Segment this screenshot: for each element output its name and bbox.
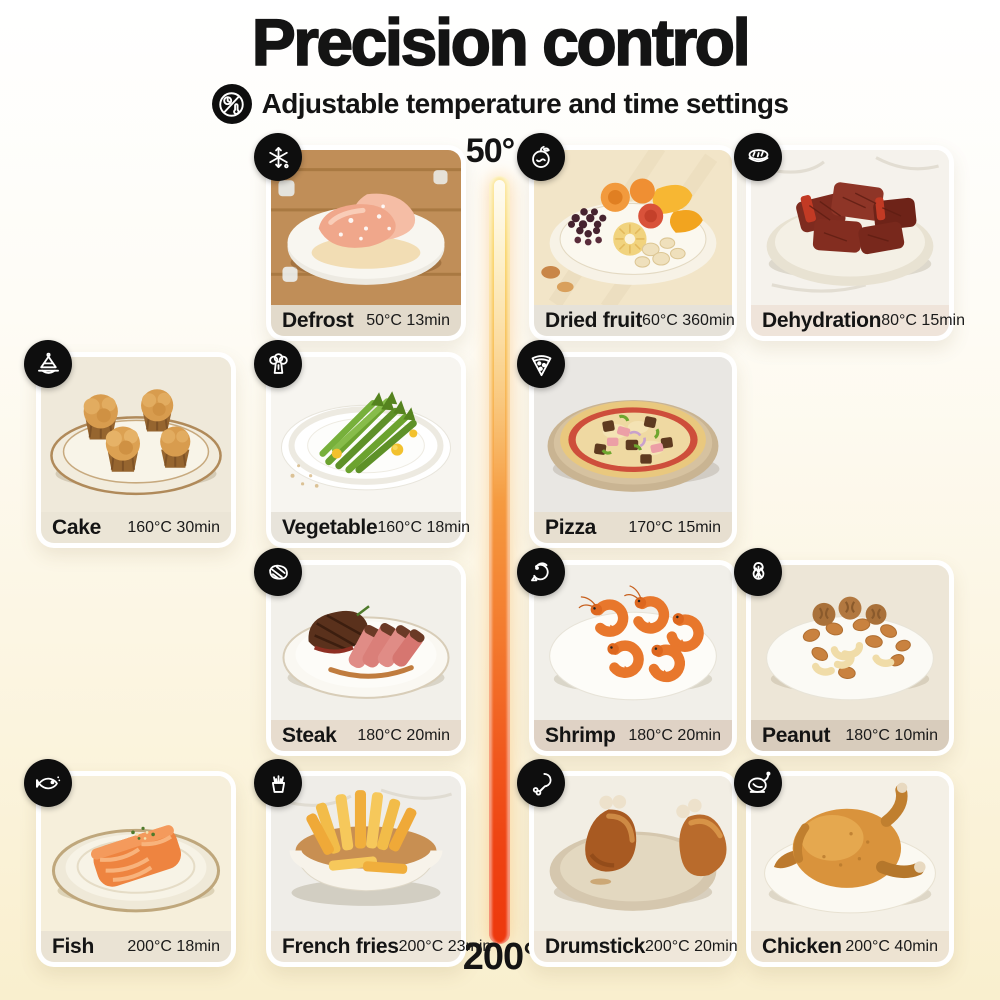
time-temperature-icon (211, 84, 252, 124)
card-footer: Dehydration 80°C 15min (751, 305, 965, 336)
card-badge (24, 759, 72, 807)
food-photo-drumstick (534, 776, 732, 931)
fish-icon (35, 770, 62, 797)
food-card-french-fries: French fries 200°C 23min (254, 759, 491, 967)
steak-icon (265, 559, 292, 586)
card-label: Dried fruit (545, 308, 643, 332)
fries-icon (265, 770, 292, 797)
card-label: Peanut (762, 723, 831, 747)
scale-label-50: 50° (465, 132, 515, 170)
card-badge (517, 548, 565, 596)
page-subtitle: Adjustable temperature and time settings (261, 88, 789, 119)
card-footer: Pizza 170°C 15min (534, 512, 732, 543)
card-label: Defrost (282, 308, 354, 332)
food-photo-dehydration (751, 150, 949, 305)
food-photo-peanut (751, 565, 949, 720)
food-photo-steak (271, 565, 461, 720)
card-label: Vegetable (282, 515, 378, 539)
card-footer: Steak 180°C 20min (271, 720, 461, 751)
food-photo-vegetable (271, 357, 461, 512)
card-label: French fries (282, 934, 399, 958)
card-badge (517, 133, 565, 181)
chicken-icon (745, 770, 772, 797)
card-footer: Defrost 50°C 13min (271, 305, 461, 336)
food-photo-fish (41, 776, 231, 931)
card-badge (734, 759, 782, 807)
card-badge (734, 548, 782, 596)
card-footer: Cake 160°C 30min (41, 512, 231, 543)
food-photo-chicken (751, 776, 949, 931)
food-card-dried-fruit: Dried fruit 60°C 360min (517, 133, 737, 341)
scale-label-200: 200° (462, 936, 539, 978)
food-photo-shrimp (534, 565, 732, 720)
card-label: Steak (282, 723, 337, 747)
card-temp-time: 200°C 23min (398, 937, 492, 955)
card-temp-time: 160°C 18min (377, 518, 471, 536)
card-footer: Shrimp 180°C 20min (534, 720, 732, 751)
card-temp-time: 180°C 20min (628, 726, 721, 744)
food-card-cake: Cake 160°C 30min (24, 340, 236, 548)
food-card-vegetable: Vegetable 160°C 18min (254, 340, 470, 548)
card-badge (254, 340, 302, 388)
card-temp-time: 160°C 30min (127, 518, 220, 536)
food-card-steak: Steak 180°C 20min (254, 548, 466, 756)
card-temp-time: 200°C 40min (845, 937, 938, 955)
food-photo-defrost (271, 150, 461, 305)
food-card-peanut: Peanut 180°C 10min (734, 548, 954, 756)
card-temp-time: 50°C 13min (366, 311, 450, 329)
card-label: Fish (52, 934, 94, 958)
card-label: Drumstick (545, 934, 646, 958)
card-label: Cake (52, 515, 102, 539)
dried-fruit-icon (528, 144, 555, 171)
card-temp-time: 200°C 20min (645, 937, 738, 955)
food-card-pizza: Pizza 170°C 15min (517, 340, 737, 548)
card-temp-time: 170°C 15min (628, 518, 721, 536)
jerky-icon (745, 144, 772, 171)
peanut-icon (745, 559, 772, 586)
food-card-fish: Fish 200°C 18min (24, 759, 236, 967)
food-card-chicken: Chicken 200°C 40min (734, 759, 954, 967)
card-badge (254, 133, 302, 181)
card-footer: Vegetable 160°C 18min (271, 512, 470, 543)
shrimp-icon (528, 559, 555, 586)
card-label: Pizza (545, 515, 597, 539)
food-photo-dried-fruit (534, 150, 732, 305)
card-temp-time: 180°C 10min (845, 726, 938, 744)
card-temp-time: 180°C 20min (357, 726, 450, 744)
cake-icon (35, 351, 62, 378)
card-temp-time: 200°C 18min (127, 937, 220, 955)
page-title: Precision control (251, 4, 752, 80)
card-badge (734, 133, 782, 181)
card-temp-time: 60°C 360min (642, 311, 735, 329)
food-photo-cake (41, 357, 231, 512)
card-badge (254, 548, 302, 596)
pizza-icon (528, 351, 555, 378)
card-footer: Dried fruit 60°C 360min (534, 305, 735, 336)
food-card-defrost: Defrost 50°C 13min (254, 133, 466, 341)
card-footer: Peanut 180°C 10min (751, 720, 949, 751)
food-card-drumstick: Drumstick 200°C 20min (517, 759, 738, 967)
card-badge (254, 759, 302, 807)
broccoli-icon (265, 351, 292, 378)
card-temp-time: 80°C 15min (881, 311, 965, 329)
food-photo-pizza (534, 357, 732, 512)
drumstick-icon (528, 770, 555, 797)
food-photo-french-fries (271, 776, 461, 931)
card-badge (517, 759, 565, 807)
card-badge (24, 340, 72, 388)
card-badge (517, 340, 565, 388)
card-label: Chicken (762, 934, 842, 958)
subtitle-row: Adjustable temperature and time settings (0, 84, 1000, 124)
card-footer: Fish 200°C 18min (41, 931, 231, 962)
card-label: Dehydration (762, 308, 882, 332)
card-footer: French fries 200°C 23min (271, 931, 491, 962)
food-card-dehydration: Dehydration 80°C 15min (734, 133, 965, 341)
temperature-gradient-bar (489, 176, 510, 944)
card-label: Shrimp (545, 723, 616, 747)
snowflake-icon (265, 144, 292, 171)
card-footer: Chicken 200°C 40min (751, 931, 949, 962)
card-footer: Drumstick 200°C 20min (534, 931, 738, 962)
food-card-shrimp: Shrimp 180°C 20min (517, 548, 737, 756)
